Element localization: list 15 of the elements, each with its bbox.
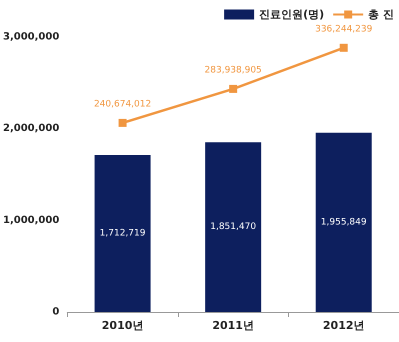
data-label: 336,244,239 [315, 24, 373, 34]
x-tick-label: 2011년 [212, 319, 254, 332]
x-tick-label: 2010년 [102, 319, 144, 332]
data-label: 1,712,719 [100, 228, 146, 238]
y-tick-label: 3,000,000 [2, 32, 60, 42]
y-tick-label: 0 [52, 306, 60, 318]
data-label: 1,955,849 [320, 217, 367, 228]
y-tick-label: 2,000,000 [2, 123, 60, 134]
legend-label: 총 진 [368, 8, 394, 21]
data-label: 283,938,905 [204, 65, 262, 76]
legend-label: 진료인원(명) [259, 8, 324, 21]
data-label: 1,851,470 [210, 222, 256, 232]
data-label: 240,674,012 [94, 99, 152, 110]
x-tick-label: 2012년 [322, 319, 365, 332]
y-tick-label: 1,000,000 [2, 214, 60, 226]
